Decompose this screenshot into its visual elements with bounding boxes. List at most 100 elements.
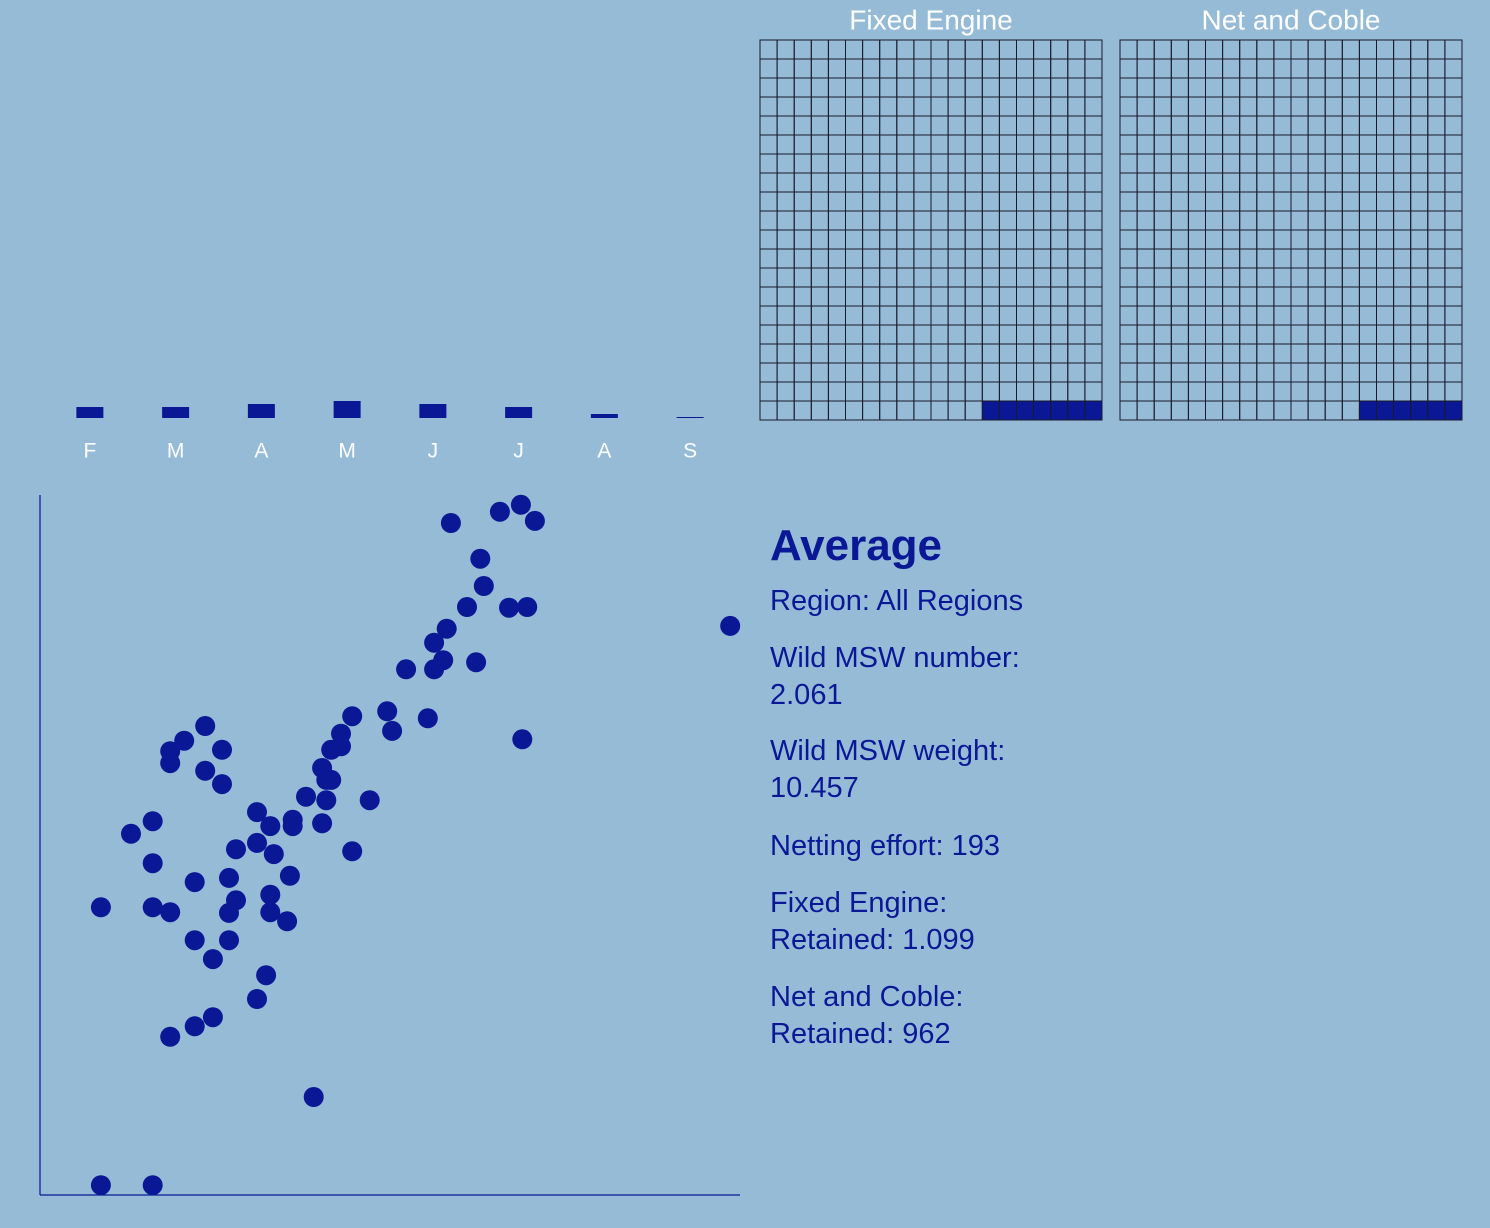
waffle-cell bbox=[1153, 96, 1172, 117]
waffle-cell bbox=[1067, 39, 1086, 60]
waffle-cell bbox=[1170, 267, 1189, 288]
waffle-cell bbox=[930, 115, 949, 136]
waffle-cell bbox=[810, 191, 829, 212]
waffle-cell bbox=[810, 134, 829, 155]
waffle-cell bbox=[776, 58, 795, 79]
waffle-cell bbox=[1084, 343, 1103, 364]
waffle-cell bbox=[896, 172, 915, 193]
waffle-cell bbox=[930, 172, 949, 193]
waffle-cell bbox=[1341, 267, 1360, 288]
summary-line: Retained: 1.099 bbox=[770, 924, 975, 956]
waffle-cell bbox=[1205, 58, 1224, 79]
waffle-cell bbox=[1273, 96, 1292, 117]
x-tick-label: F bbox=[83, 440, 96, 463]
waffle-cell bbox=[776, 324, 795, 345]
waffle-cell bbox=[1273, 77, 1292, 98]
waffle-cell bbox=[1136, 343, 1155, 364]
waffle-cell bbox=[1307, 343, 1326, 364]
scatter-point bbox=[382, 720, 403, 741]
bar bbox=[333, 401, 361, 418]
waffle-cell bbox=[1187, 400, 1207, 421]
waffle-cell bbox=[1324, 134, 1343, 155]
waffle-cell bbox=[1205, 305, 1224, 326]
waffle-cell bbox=[1119, 267, 1138, 288]
waffle-cell bbox=[1222, 324, 1241, 345]
scatter-point bbox=[499, 597, 519, 618]
waffle-cell bbox=[1273, 39, 1292, 60]
waffle-cell bbox=[1324, 362, 1343, 383]
waffle-cell bbox=[913, 191, 932, 212]
waffle-cell bbox=[1033, 153, 1052, 174]
waffle-cell bbox=[1222, 153, 1241, 174]
waffle-cell bbox=[776, 172, 795, 193]
waffle-cell bbox=[896, 58, 915, 79]
waffle-cell bbox=[1033, 248, 1052, 269]
waffle-cell bbox=[1307, 229, 1326, 250]
waffle-cell bbox=[1153, 305, 1172, 326]
waffle-cell bbox=[1187, 248, 1207, 269]
scatter-point bbox=[466, 652, 487, 673]
waffle-cell bbox=[896, 381, 915, 402]
waffle-cell bbox=[1273, 58, 1292, 79]
scatter-point bbox=[510, 494, 531, 515]
waffle-cell-filled bbox=[981, 400, 1000, 421]
waffle-cell bbox=[1410, 39, 1429, 60]
waffle-cell bbox=[1427, 305, 1446, 326]
waffle-cell bbox=[1324, 305, 1343, 326]
waffle-cell bbox=[1341, 362, 1360, 383]
waffle-cell bbox=[845, 77, 864, 98]
waffle-cell bbox=[1205, 96, 1224, 117]
waffle-cell bbox=[1119, 286, 1138, 307]
waffle-cell bbox=[1341, 400, 1360, 421]
waffle-cell bbox=[1256, 286, 1275, 307]
waffle-cell bbox=[1016, 39, 1035, 60]
waffle-cell bbox=[776, 229, 795, 250]
waffle-cell bbox=[845, 39, 864, 60]
waffle-cell bbox=[1136, 58, 1155, 79]
waffle-cell bbox=[1136, 153, 1155, 174]
waffle-cell-filled bbox=[1358, 400, 1378, 421]
waffle-cell bbox=[1256, 96, 1275, 117]
waffle-cell bbox=[1290, 96, 1309, 117]
scatter-point bbox=[226, 839, 246, 860]
waffle-cell bbox=[1016, 229, 1035, 250]
waffle-cell bbox=[879, 286, 898, 307]
waffle-cell bbox=[1084, 191, 1103, 212]
waffle-cell bbox=[930, 153, 949, 174]
waffle-cell bbox=[1358, 324, 1378, 345]
waffle-cell bbox=[827, 77, 847, 98]
waffle-cell bbox=[1324, 286, 1343, 307]
waffle-cell bbox=[793, 267, 812, 288]
waffle-cell bbox=[896, 343, 915, 364]
waffle-cell bbox=[1222, 39, 1241, 60]
waffle-cell bbox=[1016, 248, 1035, 269]
waffle-cell bbox=[947, 267, 966, 288]
waffle-cell bbox=[1067, 324, 1086, 345]
waffle-cell bbox=[759, 172, 778, 193]
waffle-cell bbox=[1136, 39, 1155, 60]
waffle-cell bbox=[776, 343, 795, 364]
waffle-cell bbox=[1358, 343, 1378, 364]
waffle-cell bbox=[1324, 324, 1343, 345]
waffle-cell bbox=[845, 210, 864, 231]
x-tick-label: M bbox=[338, 440, 356, 463]
waffle-cell bbox=[1444, 305, 1463, 326]
waffle-cell bbox=[1341, 324, 1360, 345]
waffle-cell bbox=[1376, 286, 1395, 307]
waffle-cell bbox=[1444, 58, 1463, 79]
waffle-cell bbox=[1170, 58, 1189, 79]
waffle-cell-filled bbox=[1427, 400, 1446, 421]
scatter-point bbox=[512, 729, 533, 750]
scatter-point bbox=[142, 811, 163, 832]
waffle-cell bbox=[913, 343, 932, 364]
waffle-cell bbox=[1444, 324, 1463, 345]
waffle-cell-filled bbox=[1410, 400, 1429, 421]
waffle-cell bbox=[1256, 229, 1275, 250]
scatter-point bbox=[260, 902, 281, 923]
waffle-cell bbox=[1307, 324, 1326, 345]
waffle-cell bbox=[1290, 191, 1309, 212]
scatter-point bbox=[219, 867, 239, 888]
waffle-cell bbox=[1170, 229, 1189, 250]
waffle-cell bbox=[1376, 96, 1395, 117]
waffle-cell bbox=[810, 248, 829, 269]
